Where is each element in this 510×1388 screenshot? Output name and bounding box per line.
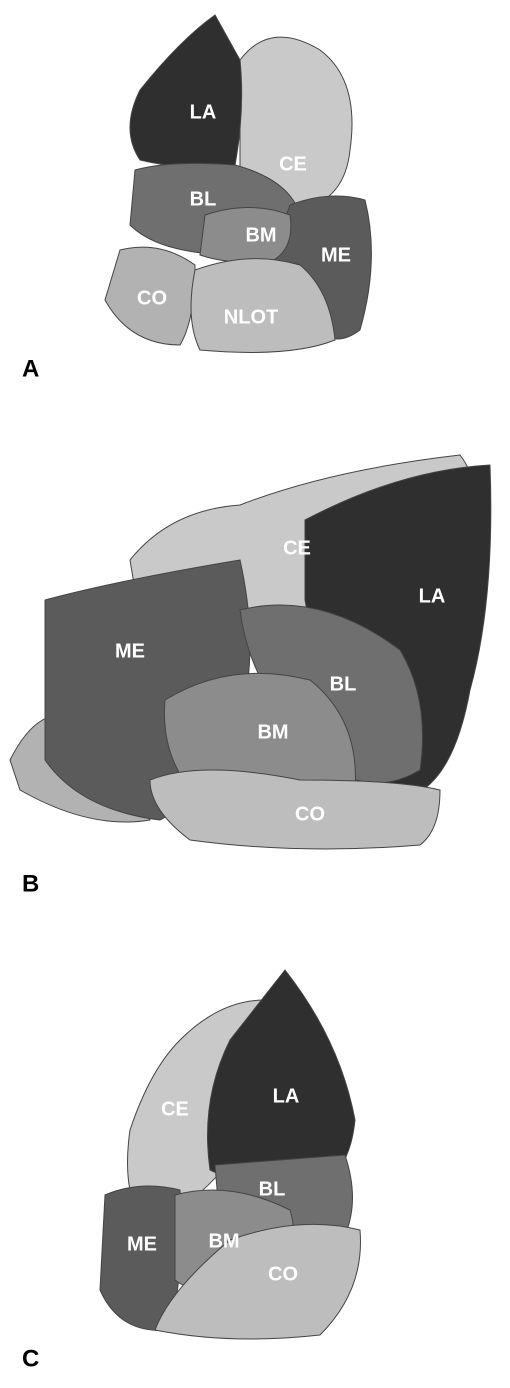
region-label: ME (321, 244, 351, 266)
panel-c: CE LA BL ME BM CO C (22, 970, 361, 1372)
panel-a: LA CE BL BM ME CO NLOT A (22, 15, 371, 382)
region-label: CE (283, 537, 311, 559)
region-label: ME (127, 1233, 157, 1255)
figure: LA CE BL BM ME CO NLOT A CE LA ME BL BM … (0, 0, 510, 1388)
region-label: BM (257, 721, 288, 743)
region-label: BL (190, 188, 217, 210)
region-label: LA (190, 101, 217, 123)
region-label: BL (330, 673, 357, 695)
region-label: BM (245, 224, 276, 246)
region-label: LA (273, 1085, 300, 1107)
region-label: LA (419, 585, 446, 607)
panel-letter: C (22, 1345, 39, 1372)
panel-letter: B (22, 870, 39, 897)
region-label: NLOT (224, 306, 278, 328)
region-label: CE (279, 153, 307, 175)
region-label: BL (259, 1178, 286, 1200)
region-label: CO (268, 1263, 298, 1285)
panel-letter: A (22, 355, 39, 382)
region-la (208, 970, 356, 1188)
region-label: CO (137, 287, 167, 309)
region-label: BM (208, 1230, 239, 1252)
region-label: CO (295, 803, 325, 825)
region-label: ME (115, 640, 145, 662)
panel-b: CE LA ME BL BM CO B (10, 455, 491, 897)
region-la (130, 15, 242, 167)
region-label: CE (161, 1098, 189, 1120)
